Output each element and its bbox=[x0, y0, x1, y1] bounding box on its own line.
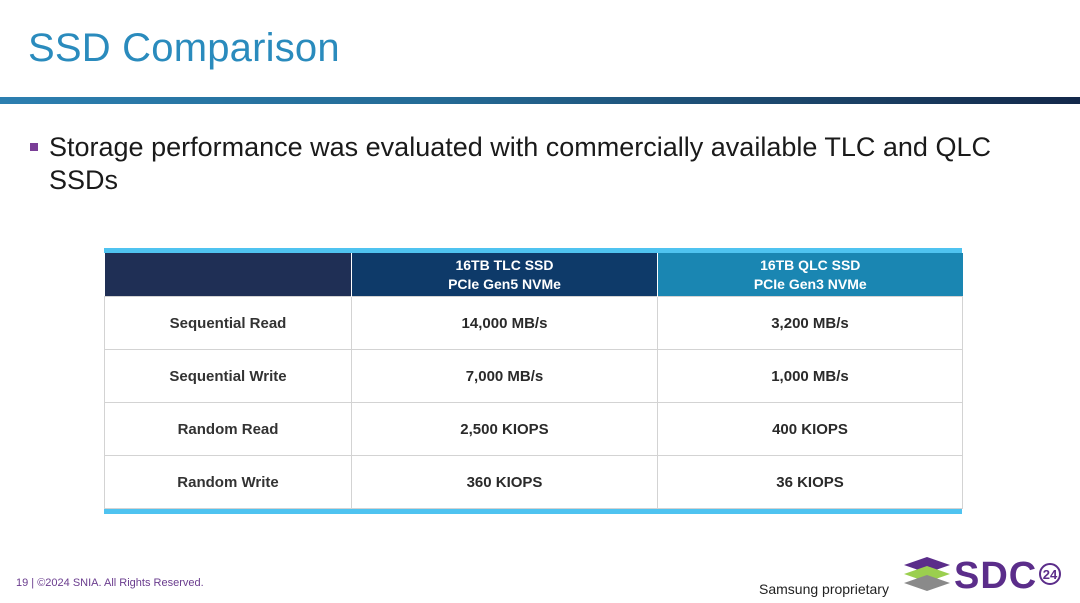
cell-qlc-sequential-read: 3,200 MB/s bbox=[657, 296, 963, 350]
header-qlc-line2: PCIe Gen3 NVMe bbox=[753, 275, 867, 292]
square-bullet-icon bbox=[30, 143, 38, 151]
row-label-sequential-write: Sequential Write bbox=[104, 349, 352, 403]
logo-badge-circle bbox=[1039, 563, 1061, 585]
cell-qlc-random-read: 400 KIOPS bbox=[657, 402, 963, 456]
header-tlc-ssd: 16TB TLC SSD PCIe Gen5 NVMe bbox=[351, 253, 658, 297]
cell-tlc-random-write: 360 KIOPS bbox=[351, 455, 658, 509]
table-row: Random Write 360 KIOPS 36 KIOPS bbox=[104, 455, 963, 509]
table-bottom-rule bbox=[104, 509, 962, 514]
cell-qlc-random-write: 36 KIOPS bbox=[657, 455, 963, 509]
cell-tlc-sequential-write: 7,000 MB/s bbox=[351, 349, 658, 403]
header-qlc-ssd: 16TB QLC SSD PCIe Gen3 NVMe bbox=[657, 253, 963, 297]
table-row: Sequential Read 14,000 MB/s 3,200 MB/s bbox=[104, 296, 963, 350]
layered-stack-icon bbox=[904, 557, 950, 591]
sdc24-logo: SDC 24 bbox=[904, 555, 1061, 595]
logo-badge-text: 24 bbox=[1043, 567, 1058, 582]
header-qlc-line1: 16TB QLC SSD bbox=[760, 256, 861, 273]
header-corner-cell bbox=[104, 253, 352, 297]
header-tlc-line1: 16TB TLC SSD bbox=[455, 256, 554, 273]
footer-copyright: 19 | ©2024 SNIA. All Rights Reserved. bbox=[16, 577, 204, 589]
title-divider bbox=[0, 97, 1080, 104]
bullet-item: Storage performance was evaluated with c… bbox=[30, 131, 1030, 197]
table-row: Sequential Write 7,000 MB/s 1,000 MB/s bbox=[104, 349, 963, 403]
bullet-text: Storage performance was evaluated with c… bbox=[49, 132, 991, 195]
cell-tlc-sequential-read: 14,000 MB/s bbox=[351, 296, 658, 350]
logo-text: SDC bbox=[954, 555, 1037, 595]
footer-proprietary-notice: Samsung proprietary bbox=[759, 581, 889, 597]
row-label-random-write: Random Write bbox=[104, 455, 352, 509]
ssd-comparison-table: 16TB TLC SSD PCIe Gen5 NVMe 16TB QLC SSD… bbox=[104, 248, 963, 514]
cell-qlc-sequential-write: 1,000 MB/s bbox=[657, 349, 963, 403]
row-label-random-read: Random Read bbox=[104, 402, 352, 456]
header-tlc-line2: PCIe Gen5 NVMe bbox=[448, 275, 561, 292]
table-header-row: 16TB TLC SSD PCIe Gen5 NVMe 16TB QLC SSD… bbox=[104, 253, 963, 297]
row-label-sequential-read: Sequential Read bbox=[104, 296, 352, 350]
comparison-grid: 16TB TLC SSD PCIe Gen5 NVMe 16TB QLC SSD… bbox=[104, 253, 963, 509]
table-row: Random Read 2,500 KIOPS 400 KIOPS bbox=[104, 402, 963, 456]
slide-title: SSD Comparison bbox=[28, 26, 340, 70]
cell-tlc-random-read: 2,500 KIOPS bbox=[351, 402, 658, 456]
table-top-rule bbox=[104, 248, 962, 253]
